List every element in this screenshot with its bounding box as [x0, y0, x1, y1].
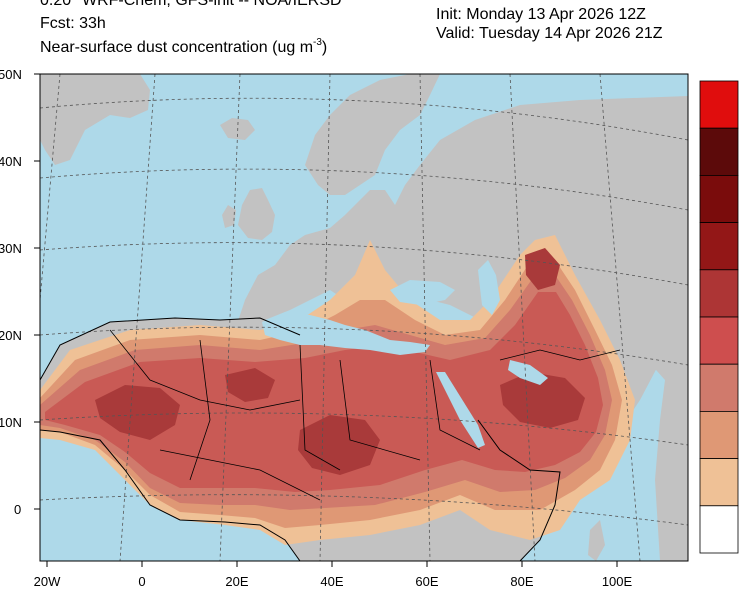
coastlines — [40, 317, 561, 561]
land-madagascar — [588, 520, 605, 561]
colorbar-level-9 — [699, 458, 739, 507]
valid-time: Valid: Tuesday 14 Apr 2026 21Z — [436, 25, 663, 42]
colorbar — [699, 80, 739, 554]
colorbar-level-1 — [699, 80, 739, 129]
colorbar-level-8 — [699, 410, 739, 459]
lat-ticks — [34, 73, 40, 510]
dust-c5-arabia — [500, 372, 585, 428]
dust-c5-west — [95, 385, 180, 440]
sea-red — [436, 372, 485, 448]
land-britain — [238, 188, 275, 240]
land-ireland — [222, 205, 236, 228]
map-frame — [39, 73, 689, 562]
lat-label-20n: 20N — [0, 328, 22, 343]
lon-label-20e: 20E — [225, 574, 248, 589]
colorbar-level-3 — [699, 174, 739, 223]
sea-black — [390, 280, 455, 305]
colorbar-level-4 — [699, 222, 739, 271]
field-title: Near-surface dust concentration (ug m-3) — [40, 33, 327, 57]
borders — [109, 329, 621, 501]
colorbar-level-6 — [699, 316, 739, 365]
model-title: 0.20° WRF-Chem, GFS-init -- NOA/IERSD — [40, 0, 342, 9]
land-asia-east — [640, 350, 688, 561]
lon-label-40e: 40E — [320, 574, 343, 589]
field-name: Near-surface dust concentration (ug m — [40, 39, 314, 56]
forecast-hour: Fcst: 33h — [40, 15, 106, 32]
land-greenland — [40, 74, 150, 165]
graticule — [40, 74, 688, 561]
lon-label-0: 0 — [138, 574, 145, 589]
lat-label-50n: 50N — [0, 67, 22, 82]
sea-mediterranean — [262, 312, 430, 355]
sea-caspian — [478, 260, 500, 315]
colorbar-level-7 — [699, 363, 739, 412]
lon-label-80e: 80E — [510, 574, 533, 589]
lat-label-0: 0 — [14, 502, 21, 517]
lat-label-40n: 40N — [0, 154, 22, 169]
lat-label-10n: 10N — [0, 415, 22, 430]
colorbar-level-2 — [699, 127, 739, 176]
lon-label-100e: 100E — [602, 574, 633, 589]
field-close: ) — [321, 39, 328, 56]
unit-exponent: -3 — [313, 37, 322, 48]
colorbar-level-10 — [699, 505, 739, 554]
dust-c5-central — [298, 415, 380, 475]
lon-ticks — [46, 561, 618, 567]
lat-label-30n: 30N — [0, 241, 22, 256]
lon-label-60e: 60E — [415, 574, 438, 589]
lon-label-20w: 20W — [34, 574, 61, 589]
dust-c5-libya — [225, 368, 275, 402]
dust-c5-caspian — [525, 248, 560, 290]
sea-persian-gulf — [508, 360, 548, 385]
land-scandinavia — [305, 74, 440, 195]
colorbar-level-5 — [699, 269, 739, 318]
init-time: Init: Monday 13 Apr 2026 12Z — [436, 6, 646, 23]
